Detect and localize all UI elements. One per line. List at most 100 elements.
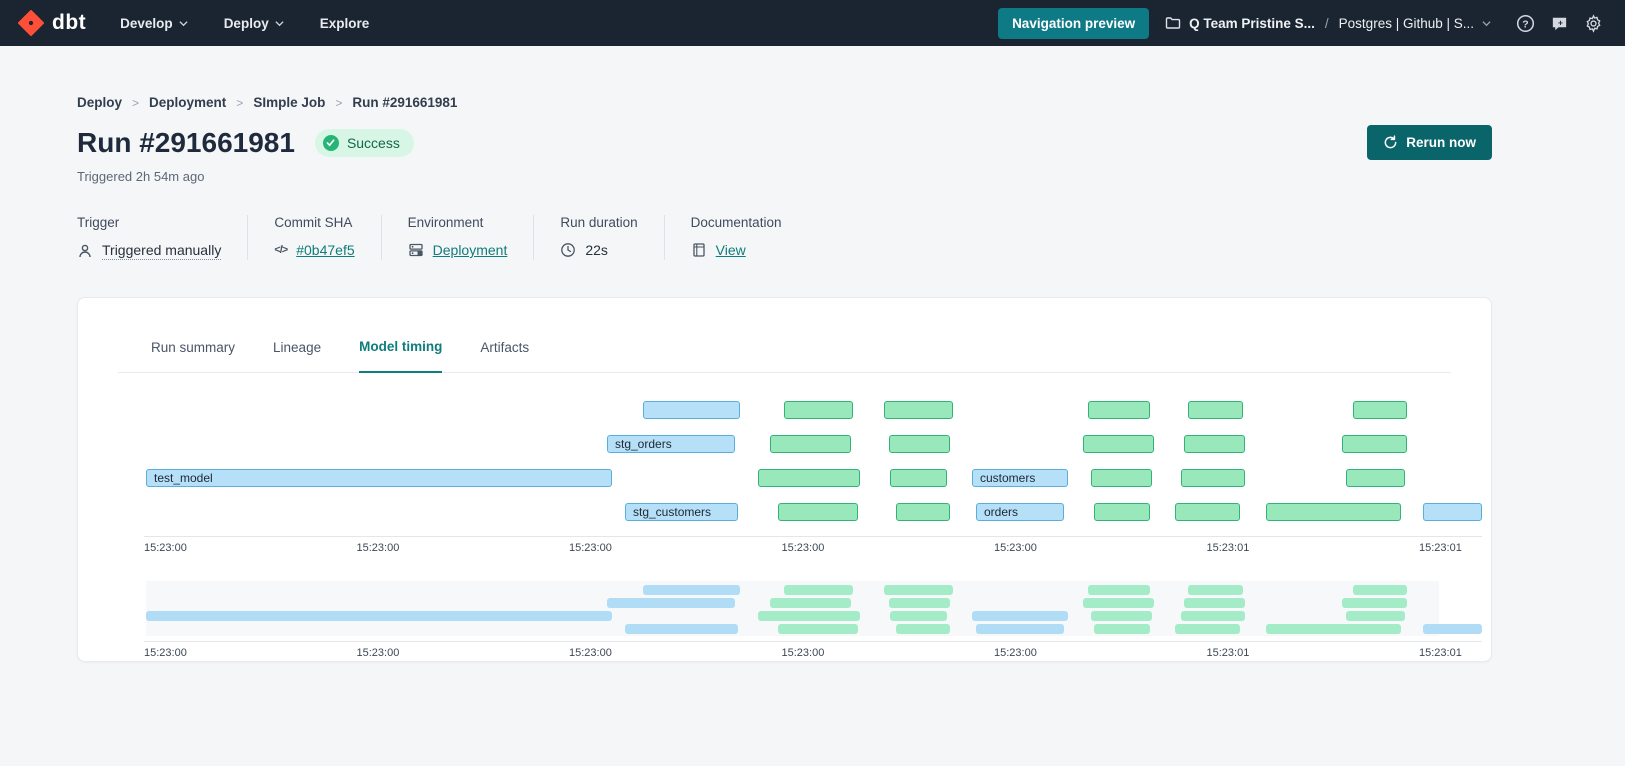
tab-run-summary[interactable]: Run summary bbox=[151, 340, 236, 355]
gantt-bar[interactable] bbox=[890, 469, 947, 487]
gantt-bar-stg_orders[interactable]: stg_orders bbox=[607, 435, 735, 453]
gantt-bar-test_model[interactable]: test_model bbox=[146, 469, 612, 487]
meta-label: Trigger bbox=[77, 215, 120, 230]
minimap-bar bbox=[1188, 585, 1243, 595]
breadcrumb-separator: > bbox=[236, 95, 244, 110]
minimap-bar bbox=[884, 585, 953, 595]
dbt-logo-icon bbox=[18, 10, 44, 36]
gantt-bar[interactable] bbox=[1094, 503, 1150, 521]
chevron-down-icon bbox=[179, 20, 188, 26]
account-project-switcher[interactable]: Q Team Pristine S... / Postgres | Github… bbox=[1165, 15, 1491, 31]
minimap-bar bbox=[784, 585, 853, 595]
minimap-bar bbox=[770, 598, 851, 608]
trigger-value[interactable]: Triggered manually bbox=[102, 242, 222, 260]
gantt-bar-customers[interactable]: customers bbox=[972, 469, 1068, 487]
axis-tick-label: 15:23:00 bbox=[781, 542, 825, 554]
minimap-bar bbox=[890, 611, 947, 621]
axis-tick-label: 15:23:00 bbox=[781, 647, 825, 659]
meta-trigger: Trigger Triggered manually bbox=[77, 215, 247, 260]
refresh-icon bbox=[1384, 135, 1397, 149]
settings-gear-icon[interactable] bbox=[1583, 13, 1603, 33]
tab-lineage[interactable]: Lineage bbox=[273, 340, 322, 355]
gantt-bar[interactable] bbox=[1184, 435, 1245, 453]
navigation-preview-button[interactable]: Navigation preview bbox=[998, 7, 1150, 39]
database-icon bbox=[408, 242, 424, 258]
meta-label: Run duration bbox=[560, 215, 638, 230]
gantt-bar-stg_customers[interactable]: stg_customers bbox=[625, 503, 738, 521]
minimap-bar bbox=[625, 624, 738, 634]
svg-text:?: ? bbox=[1522, 19, 1528, 30]
run-metadata: Trigger Triggered manually Commit SHA </… bbox=[77, 215, 1492, 260]
triggered-timestamp: Triggered 2h 54m ago bbox=[77, 169, 205, 184]
meta-environment: Environment Deployment bbox=[380, 215, 534, 260]
minimap-bar bbox=[146, 611, 612, 621]
gantt-bar[interactable] bbox=[1353, 401, 1407, 419]
meta-label: Environment bbox=[407, 215, 484, 230]
minimap-bar bbox=[1094, 624, 1150, 634]
axis-tick-label: 15:23:00 bbox=[569, 542, 612, 554]
nav-item-develop[interactable]: Develop bbox=[120, 16, 188, 31]
gantt-bar[interactable] bbox=[1181, 469, 1245, 487]
environment-link[interactable]: Deployment bbox=[432, 242, 508, 258]
gantt-bar[interactable] bbox=[643, 401, 740, 419]
axis-tick-label: 15:23:01 bbox=[1206, 542, 1250, 554]
gantt-bar[interactable] bbox=[1083, 435, 1154, 453]
minimap-axis-line bbox=[144, 641, 1482, 642]
tab-artifacts[interactable]: Artifacts bbox=[480, 340, 530, 355]
gantt-bar[interactable] bbox=[778, 503, 858, 521]
account-separator: / bbox=[1324, 15, 1329, 31]
gantt-bar[interactable] bbox=[1266, 503, 1401, 521]
minimap-bar bbox=[1091, 611, 1152, 621]
person-icon bbox=[77, 243, 93, 259]
gantt-bar[interactable] bbox=[896, 503, 950, 521]
rerun-now-button[interactable]: Rerun now bbox=[1367, 125, 1492, 160]
meta-commit-sha: Commit SHA </> #0b47ef5 bbox=[247, 215, 380, 260]
dbt-logo[interactable]: dbt bbox=[18, 10, 86, 36]
run-detail-card: Run summary Lineage Model timing Artifac… bbox=[77, 297, 1492, 662]
minimap-bar bbox=[1088, 585, 1150, 595]
tab-bar: Run summary Lineage Model timing Artifac… bbox=[118, 298, 1451, 373]
gantt-bar[interactable] bbox=[889, 435, 950, 453]
meta-documentation: Documentation View bbox=[663, 215, 808, 260]
help-icon[interactable]: ? bbox=[1515, 13, 1535, 33]
gantt-bar-orders[interactable]: orders bbox=[976, 503, 1064, 521]
tab-model-timing[interactable]: Model timing bbox=[359, 339, 443, 373]
minimap-bar bbox=[1181, 611, 1245, 621]
gantt-bar[interactable] bbox=[1423, 503, 1482, 521]
gantt-bar[interactable] bbox=[770, 435, 851, 453]
gantt-bar[interactable] bbox=[1188, 401, 1243, 419]
breadcrumb-job[interactable]: SImple Job bbox=[253, 95, 326, 110]
page-title: Run #291661981 bbox=[77, 126, 295, 158]
feedback-icon[interactable]: + bbox=[1549, 13, 1569, 33]
minimap-bar bbox=[1342, 598, 1407, 608]
folder-icon bbox=[1165, 17, 1181, 29]
gantt-bar[interactable] bbox=[1091, 469, 1152, 487]
axis-tick-label: 15:23:01 bbox=[1419, 647, 1462, 659]
documentation-view-link[interactable]: View bbox=[715, 242, 746, 258]
top-nav: dbt Develop Deploy Explore Navigation pr… bbox=[0, 0, 1625, 46]
gantt-bar[interactable] bbox=[1346, 469, 1405, 487]
svg-text:+: + bbox=[1557, 17, 1562, 27]
gantt-bar[interactable] bbox=[1342, 435, 1407, 453]
minimap-bar bbox=[889, 598, 950, 608]
minimap-bar bbox=[607, 598, 735, 608]
minimap-bar bbox=[972, 611, 1068, 621]
gantt-bar[interactable] bbox=[884, 401, 953, 419]
minimap-bar bbox=[976, 624, 1064, 634]
axis-tick-label: 15:23:01 bbox=[1419, 542, 1462, 554]
gantt-bar[interactable] bbox=[1088, 401, 1150, 419]
gantt-bar[interactable] bbox=[758, 469, 860, 487]
axis-tick-label: 15:23:00 bbox=[994, 542, 1037, 554]
meta-label: Documentation bbox=[690, 215, 782, 230]
nav-item-deploy[interactable]: Deploy bbox=[224, 16, 284, 31]
breadcrumb: Deploy > Deployment > SImple Job > Run #… bbox=[77, 95, 1492, 110]
breadcrumb-deployment[interactable]: Deployment bbox=[149, 95, 227, 110]
clock-icon bbox=[560, 242, 576, 258]
axis-tick-label: 15:23:00 bbox=[569, 647, 612, 659]
dbt-logo-text: dbt bbox=[52, 11, 87, 34]
gantt-bar[interactable] bbox=[1175, 503, 1240, 521]
gantt-bar[interactable] bbox=[784, 401, 853, 419]
breadcrumb-deploy[interactable]: Deploy bbox=[77, 95, 123, 110]
commit-sha-link[interactable]: #0b47ef5 bbox=[296, 242, 355, 258]
nav-item-explore[interactable]: Explore bbox=[319, 15, 370, 31]
